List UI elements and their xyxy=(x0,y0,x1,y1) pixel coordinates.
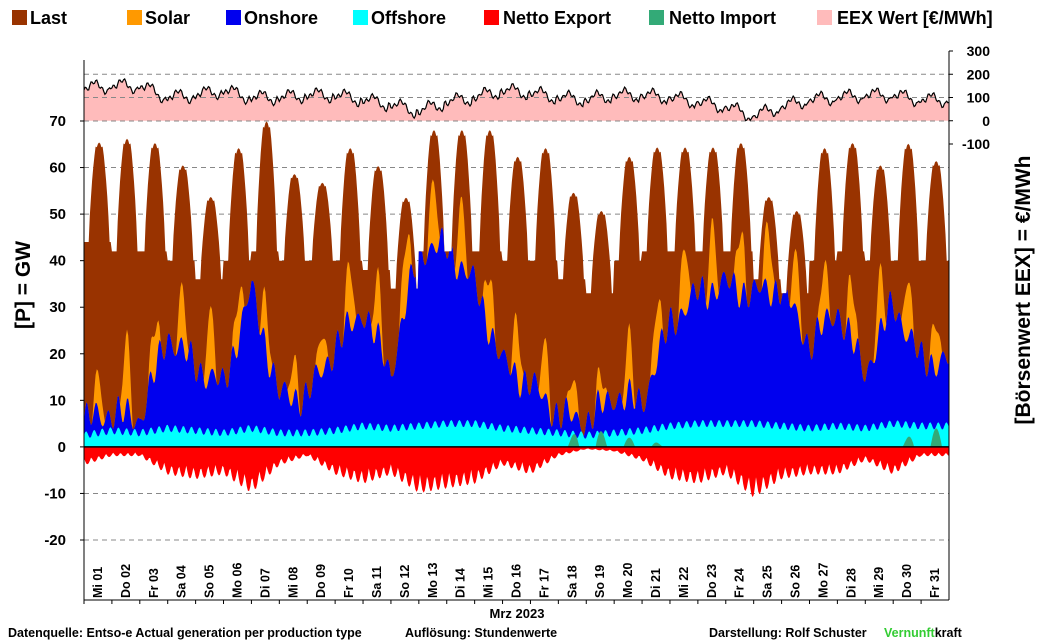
x-tick-label: Mi 15 xyxy=(482,567,496,598)
series-offshore-area xyxy=(84,419,949,447)
x-tick-label: Sa 25 xyxy=(761,565,775,598)
x-tick-label: Di 28 xyxy=(844,568,858,598)
legend-swatch-import xyxy=(649,10,664,25)
eex-line xyxy=(83,77,950,122)
x-tick-label: Di 14 xyxy=(454,568,468,598)
legend-label-solar: Solar xyxy=(145,8,190,28)
y-left-tick-label: 50 xyxy=(49,206,66,223)
x-tick-label: Mo 13 xyxy=(426,563,440,598)
x-tick-label: Mi 29 xyxy=(872,567,886,598)
x-tick-label: Sa 11 xyxy=(370,566,384,598)
legend-item-export: Netto Export xyxy=(484,8,611,28)
legend-swatch-export xyxy=(484,10,499,25)
footer-brand-green: Vernunft xyxy=(884,626,936,640)
legend-swatch-offshore xyxy=(353,10,368,25)
y-left-tick-label: 20 xyxy=(49,346,66,363)
y-left-tick-label: 0 xyxy=(58,439,66,456)
x-tick-label: Fr 10 xyxy=(342,568,356,598)
legend-item-import: Netto Import xyxy=(649,8,776,28)
x-tick-label: Do 30 xyxy=(900,564,914,598)
series-eex-line xyxy=(83,77,950,122)
y-left-tick-label: -10 xyxy=(44,485,66,502)
x-tick-label: So 26 xyxy=(789,565,803,598)
x-tick-label: Di 07 xyxy=(258,568,272,598)
footer-brand: Vernunftkraft xyxy=(884,626,963,640)
series-onshore-area xyxy=(84,227,949,447)
legend-item-solar: Solar xyxy=(127,8,190,28)
legend-label-onshore: Onshore xyxy=(244,8,318,28)
legend-item-last: Last xyxy=(12,8,67,28)
legend-swatch-last xyxy=(12,10,27,25)
x-tick-label: Fr 17 xyxy=(537,568,551,598)
y-left-tick-label: -20 xyxy=(44,532,66,549)
legend-item-offshore: Offshore xyxy=(353,8,446,28)
footer-author: Darstellung: Rolf Schuster xyxy=(709,626,867,640)
x-tick-label: Mi 01 xyxy=(91,567,105,598)
legend-label-offshore: Offshore xyxy=(371,8,446,28)
x-tick-label: So 05 xyxy=(203,565,217,598)
x-tick-label: So 19 xyxy=(593,565,607,598)
legend-swatch-onshore xyxy=(226,10,241,25)
y-left-tick-label: 10 xyxy=(49,392,66,409)
legend-item-eex: EEX Wert [€/MWh] xyxy=(817,8,993,28)
x-tick-label: Mi 22 xyxy=(677,567,691,598)
x-tick-label: Mo 20 xyxy=(621,563,635,598)
legend-label-import: Netto Import xyxy=(669,8,776,28)
x-tick-label: Mo 27 xyxy=(816,563,830,598)
y-right-tick-label: 0 xyxy=(982,113,990,129)
y-right-tick-label: 100 xyxy=(967,90,991,106)
y-left-axis-title: [P] = GW xyxy=(12,241,35,329)
footer-resolution: Auflösung: Stundenwerte xyxy=(405,626,557,640)
legend: Last Solar Onshore Offshore Netto Export… xyxy=(12,8,993,28)
x-tick-label: Mi 08 xyxy=(286,567,300,598)
x-tick-label: Do 23 xyxy=(705,564,719,598)
x-tick-label: Do 16 xyxy=(510,564,524,598)
x-tick-label: Fr 24 xyxy=(733,568,747,598)
x-ticks: Mi 01 Do 02 Fr 03 Sa 04 So 05 Mo 06 Di 07 Mi 08… xyxy=(83,563,942,604)
x-tick-label: Sa 18 xyxy=(565,565,579,598)
legend-swatch-eex xyxy=(817,10,832,25)
x-tick-label: Fr 03 xyxy=(147,568,161,598)
series-export-area xyxy=(84,446,949,498)
x-tick-label: Mo 06 xyxy=(231,563,245,598)
y-right-axis-title: [Börsenwert EEX] = €/MWh xyxy=(1012,156,1035,425)
legend-label-eex: EEX Wert [€/MWh] xyxy=(837,8,993,28)
x-tick-label: So 12 xyxy=(398,565,412,598)
x-tick-label: Sa 04 xyxy=(175,565,189,598)
axes xyxy=(83,51,950,601)
series-areas xyxy=(84,121,949,498)
y-left-tick-label: 30 xyxy=(49,299,66,316)
y-right-tick-label: 200 xyxy=(967,66,991,82)
eex-area xyxy=(84,78,949,121)
y-left-ticks: 70 60 50 40 30 20 10 0 -10 -20 xyxy=(44,113,84,549)
legend-label-export: Netto Export xyxy=(503,8,611,28)
footer-source: Datenquelle: Entso-e Actual generation p… xyxy=(8,626,362,640)
y-right-ticks: 300 200 100 0 -100 xyxy=(949,43,990,152)
x-tick-label: Fr 31 xyxy=(928,568,942,598)
y-right-tick-label: -100 xyxy=(962,136,990,152)
x-tick-label: Do 02 xyxy=(119,564,133,598)
y-left-tick-label: 40 xyxy=(49,253,66,270)
x-axis-title: Mrz 2023 xyxy=(490,606,545,621)
legend-item-onshore: Onshore xyxy=(226,8,318,28)
legend-swatch-solar xyxy=(127,10,142,25)
legend-label-last: Last xyxy=(30,8,67,28)
y-right-tick-label: 300 xyxy=(967,43,991,59)
footer-brand-black: kraft xyxy=(935,626,963,640)
y-left-tick-label: 70 xyxy=(49,113,66,130)
y-left-tick-label: 60 xyxy=(49,160,66,177)
x-tick-label: Di 21 xyxy=(649,568,663,598)
x-tick-label: Do 09 xyxy=(314,564,328,598)
